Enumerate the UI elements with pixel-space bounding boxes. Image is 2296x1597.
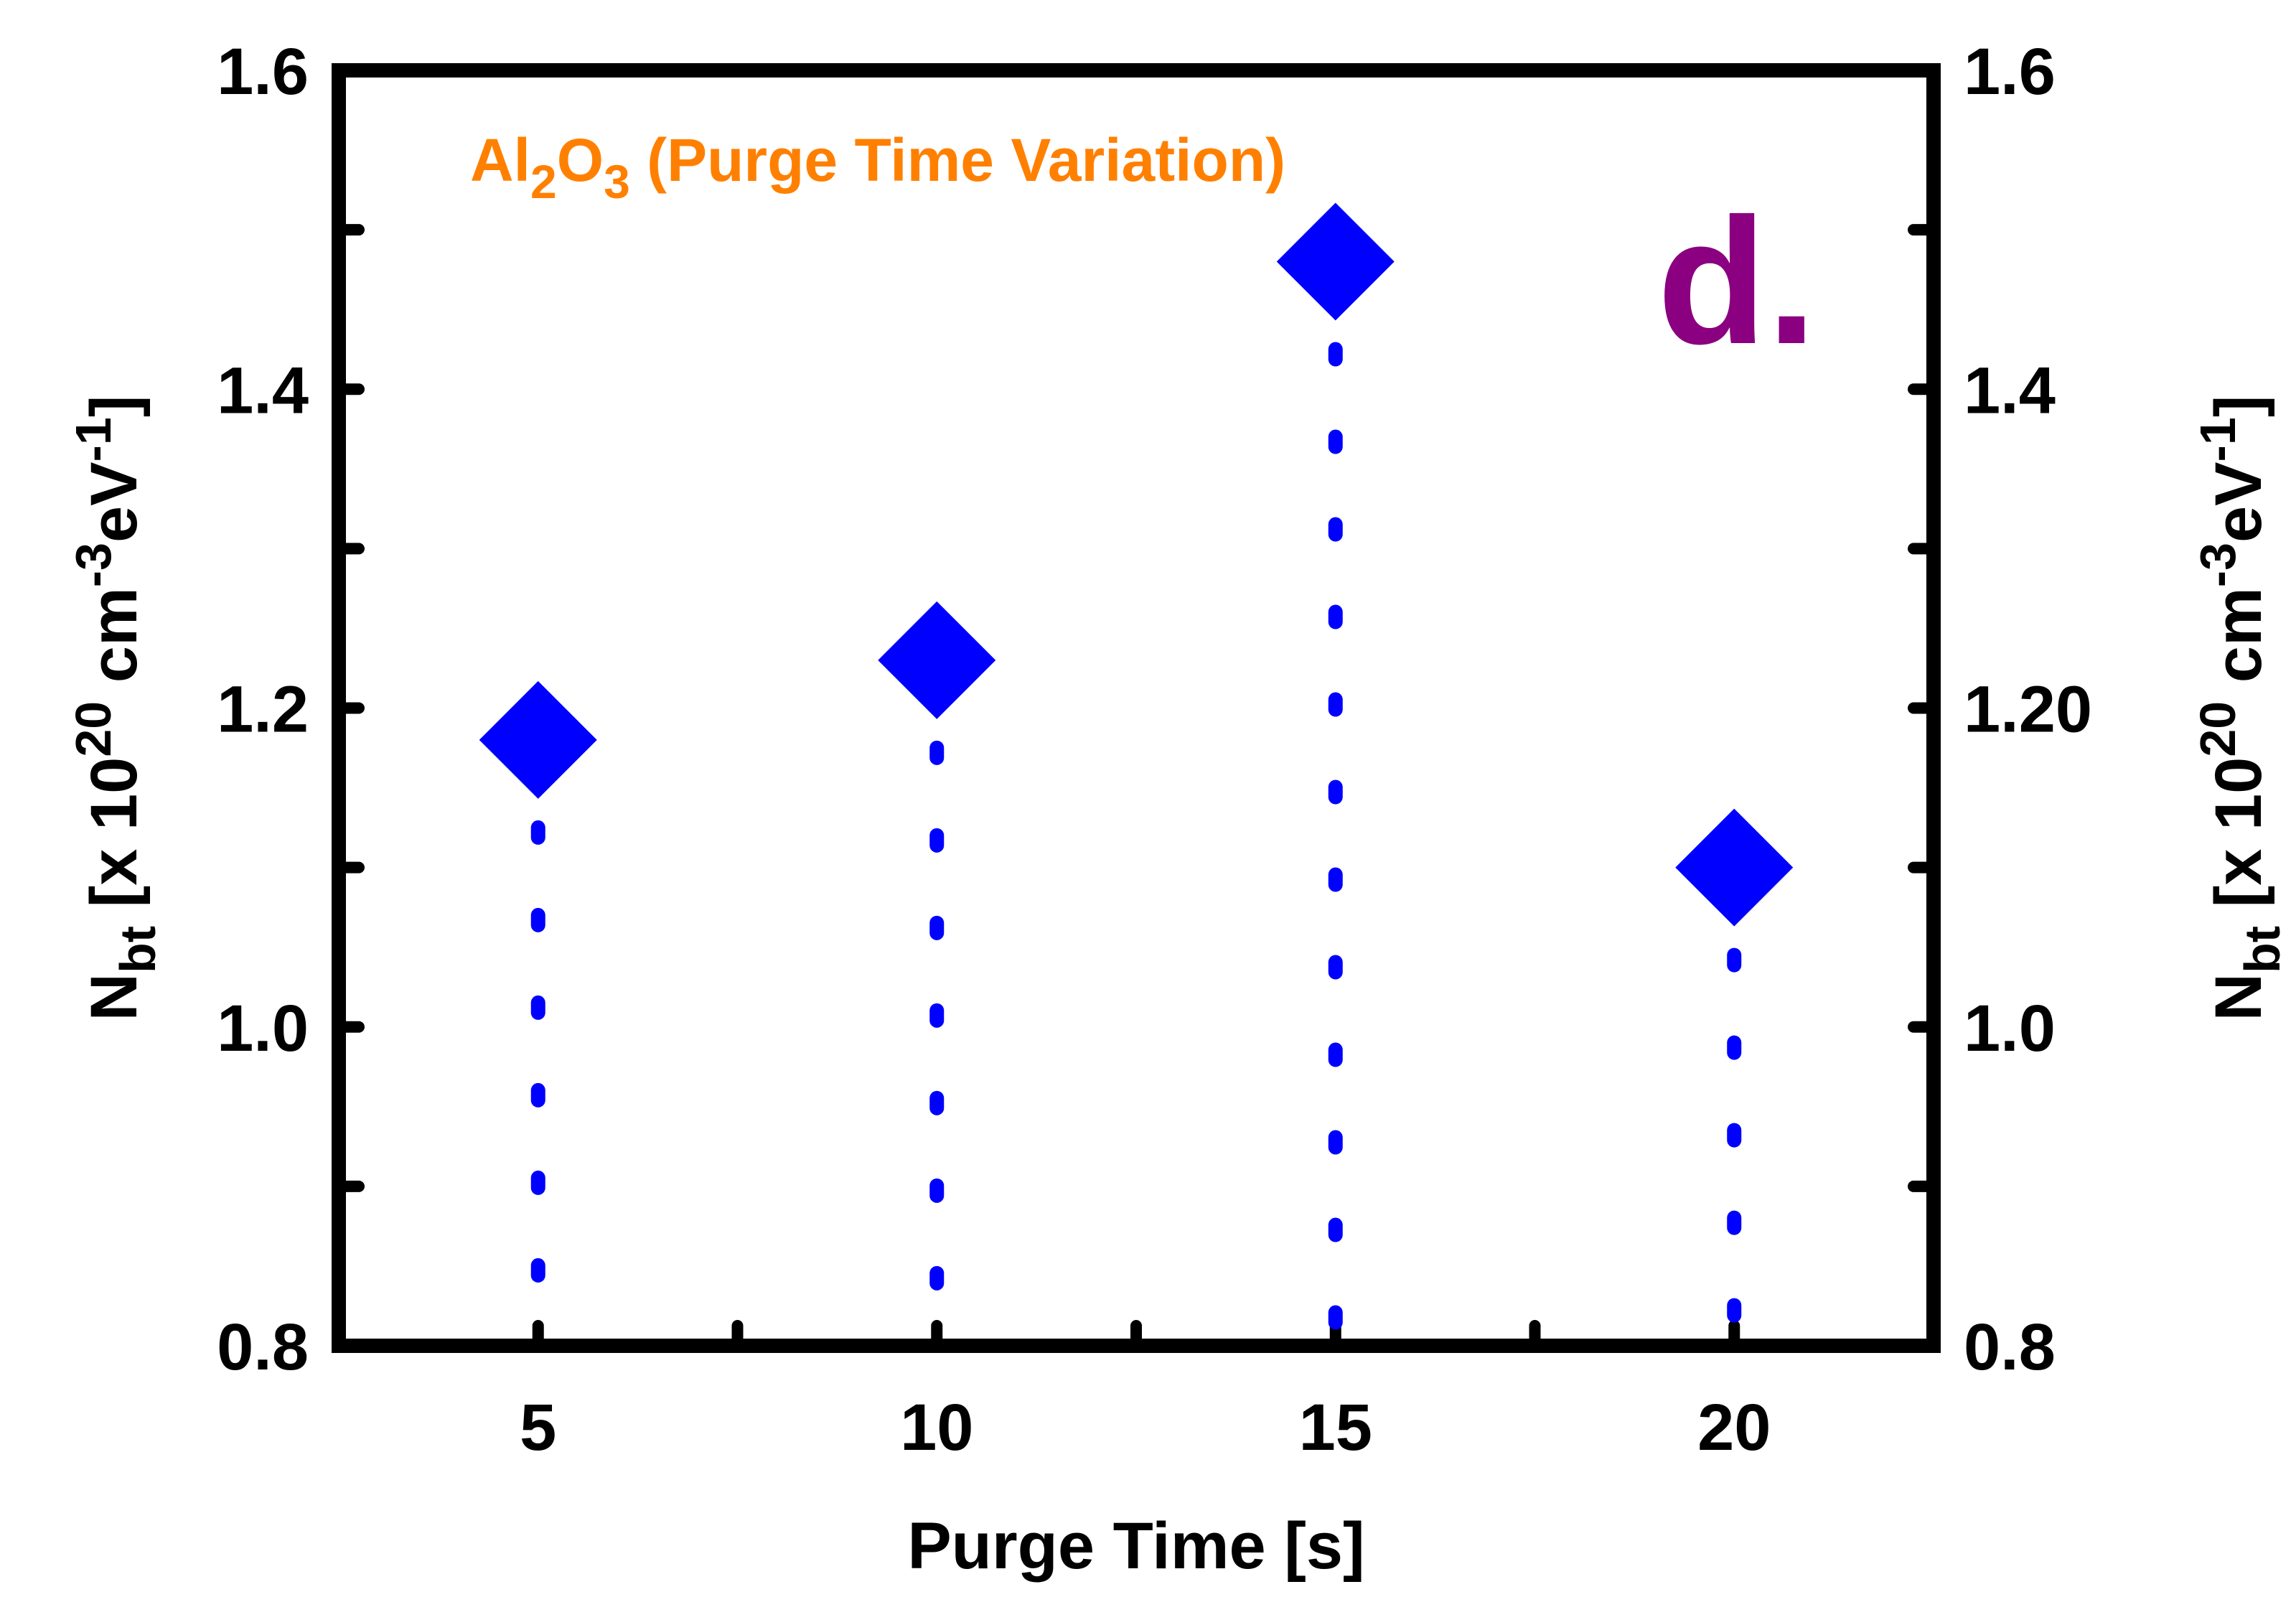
annotation-sub1: 2	[530, 155, 557, 208]
y-axis-sup2: -3	[65, 543, 121, 587]
y-tick-label-left: 1.4	[217, 354, 309, 427]
y-axis-sup3: -1	[65, 417, 121, 462]
y-axis-right-mid3: eV	[2202, 462, 2275, 543]
plot-frame	[332, 63, 1941, 1353]
y-tick-label-left: 0.8	[217, 1311, 309, 1384]
y-tick-label-left: 1.0	[217, 992, 309, 1065]
y-axis-right-mid2: cm	[2202, 587, 2275, 701]
y-axis-right-sup3: -1	[2190, 417, 2246, 462]
annotation-suffix: (Purge Time Variation)	[630, 126, 1285, 194]
y-axis-mid3: eV	[78, 462, 151, 543]
x-tick-label: 15	[1299, 1391, 1372, 1464]
y-tick-label-right: 1.6	[1964, 35, 2056, 108]
data-point-diamond	[878, 601, 996, 719]
series-annotation: Al2O3 (Purge Time Variation)	[470, 126, 1285, 208]
y-axis-right-base: N	[2202, 973, 2275, 1021]
y-tick-label-right: 1.20	[1964, 673, 2092, 746]
y-axis-right-sup2: -3	[2190, 543, 2246, 587]
y-axis-base: N	[78, 973, 151, 1021]
y-axis-mid1: [x 10	[78, 757, 151, 926]
y-axis-sub: bt	[110, 926, 166, 973]
y-axis-title-right: Nbt [x 1020 cm-3eV-1]	[2190, 395, 2290, 1021]
y-tick-label-right: 1.0	[1964, 992, 2056, 1065]
y-axis-title-left: Nbt [x 1020 cm-3eV-1]	[65, 395, 166, 1021]
data-markers	[479, 202, 1794, 927]
annotation-prefix: Al	[470, 126, 530, 194]
annotation-mid: O	[557, 126, 604, 194]
y-axis-sup1: 20	[65, 701, 121, 757]
x-axis-title: Purge Time [s]	[907, 1509, 1364, 1583]
y-tick-label-left: 1.6	[217, 35, 309, 108]
data-point-diamond	[479, 680, 597, 799]
data-point-diamond	[1276, 202, 1395, 321]
panel-label: d.	[1657, 181, 1817, 381]
x-tick-labels: 5 10 15 20	[520, 1391, 1771, 1464]
y-axis-right-end: ]	[2202, 395, 2275, 418]
y-axis-right-sup1: 20	[2190, 701, 2246, 757]
y-tick-label-right: 0.8	[1964, 1311, 2056, 1384]
y-axis-end: ]	[78, 395, 151, 418]
data-point-diamond	[1675, 808, 1794, 927]
y-tick-label-left: 1.2	[217, 673, 309, 746]
y-axis-right-mid1: [x 10	[2202, 757, 2275, 926]
stem-lines	[530, 342, 1742, 1344]
left-y-tick-labels: 0.8 1.0 1.2 1.4 1.6	[217, 35, 309, 1384]
right-y-tick-labels: 0.8 1.0 1.20 1.4 1.6	[1964, 35, 2092, 1384]
x-tick-label: 10	[900, 1391, 973, 1464]
x-tick-label: 20	[1697, 1391, 1771, 1464]
annotation-sub2: 3	[604, 155, 630, 208]
y-tick-label-right: 1.4	[1964, 354, 2056, 427]
y-axis-right-sub: bt	[2234, 926, 2290, 973]
y-axis-mid2: cm	[78, 587, 151, 701]
x-tick-label: 5	[520, 1391, 556, 1464]
